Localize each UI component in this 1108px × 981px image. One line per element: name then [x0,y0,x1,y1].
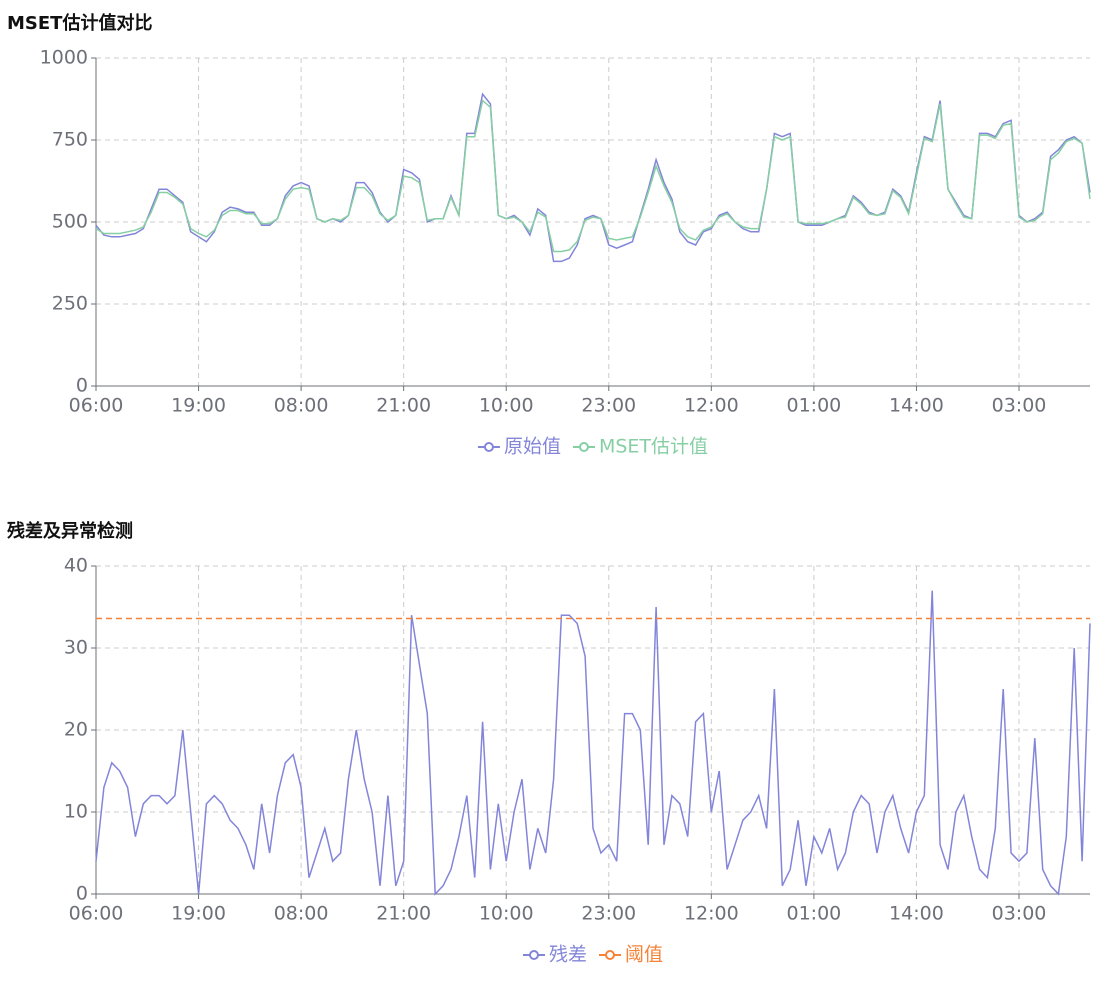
x-tick-label: 21:00 [376,903,431,925]
x-tick-label: 12:00 [684,395,739,417]
x-tick-label: 23:00 [581,395,636,417]
x-tick-label: 10:00 [479,395,534,417]
y-tick-label: 750 [52,129,88,151]
y-tick-label: 250 [52,293,88,315]
legend-item: 阈值 [599,944,663,966]
legend-item: 残差 [522,944,587,966]
legend-marker [483,442,494,452]
x-tick-label: 01:00 [787,395,842,417]
x-tick-label: 08:00 [274,395,329,417]
x-tick-label: 19:00 [171,395,226,417]
x-tick-label: 19:00 [171,903,226,925]
chart-title: MSET估计值对比 [7,12,152,34]
legend-label: 阈值 [625,944,663,966]
legend-marker [578,442,589,452]
x-tick-label: 01:00 [787,903,842,925]
legend-marker [605,950,615,960]
x-tick-label: 21:00 [376,395,431,417]
y-tick-label: 0 [76,375,88,397]
y-tick-label: 500 [52,211,88,233]
x-tick-label: 03:00 [992,903,1047,925]
y-tick-label: 20 [64,719,88,741]
x-tick-label: 06:00 [69,395,124,417]
legend-item: MSET估计值 [572,436,708,458]
legend-label: 原始值 [504,436,561,458]
y-tick-label: 1000 [40,47,88,69]
x-tick-label: 03:00 [992,395,1047,417]
legend-item: 原始值 [477,436,561,458]
legend: 残差 阈值 [522,944,663,966]
x-tick-label: 12:00 [684,903,739,925]
x-tick-label: 08:00 [274,903,329,925]
x-tick-label: 14:00 [889,395,944,417]
legend: 原始值 MSET估计值 [477,436,708,458]
y-tick-label: 30 [64,637,88,659]
y-tick-label: 10 [64,801,88,823]
series-line [95,590,1091,896]
y-tick-label: 0 [76,883,88,905]
series-line [95,92,1091,263]
series-line [95,99,1091,253]
legend-marker [528,950,539,960]
legend-label: 残差 [549,944,587,966]
y-tick-label: 40 [64,555,88,577]
chart-title: 残差及异常检测 [7,520,133,542]
x-tick-label: 14:00 [889,903,944,925]
x-tick-label: 06:00 [69,903,124,925]
legend-label: MSET估计值 [599,436,708,458]
x-tick-label: 23:00 [581,903,636,925]
x-tick-label: 10:00 [479,903,534,925]
